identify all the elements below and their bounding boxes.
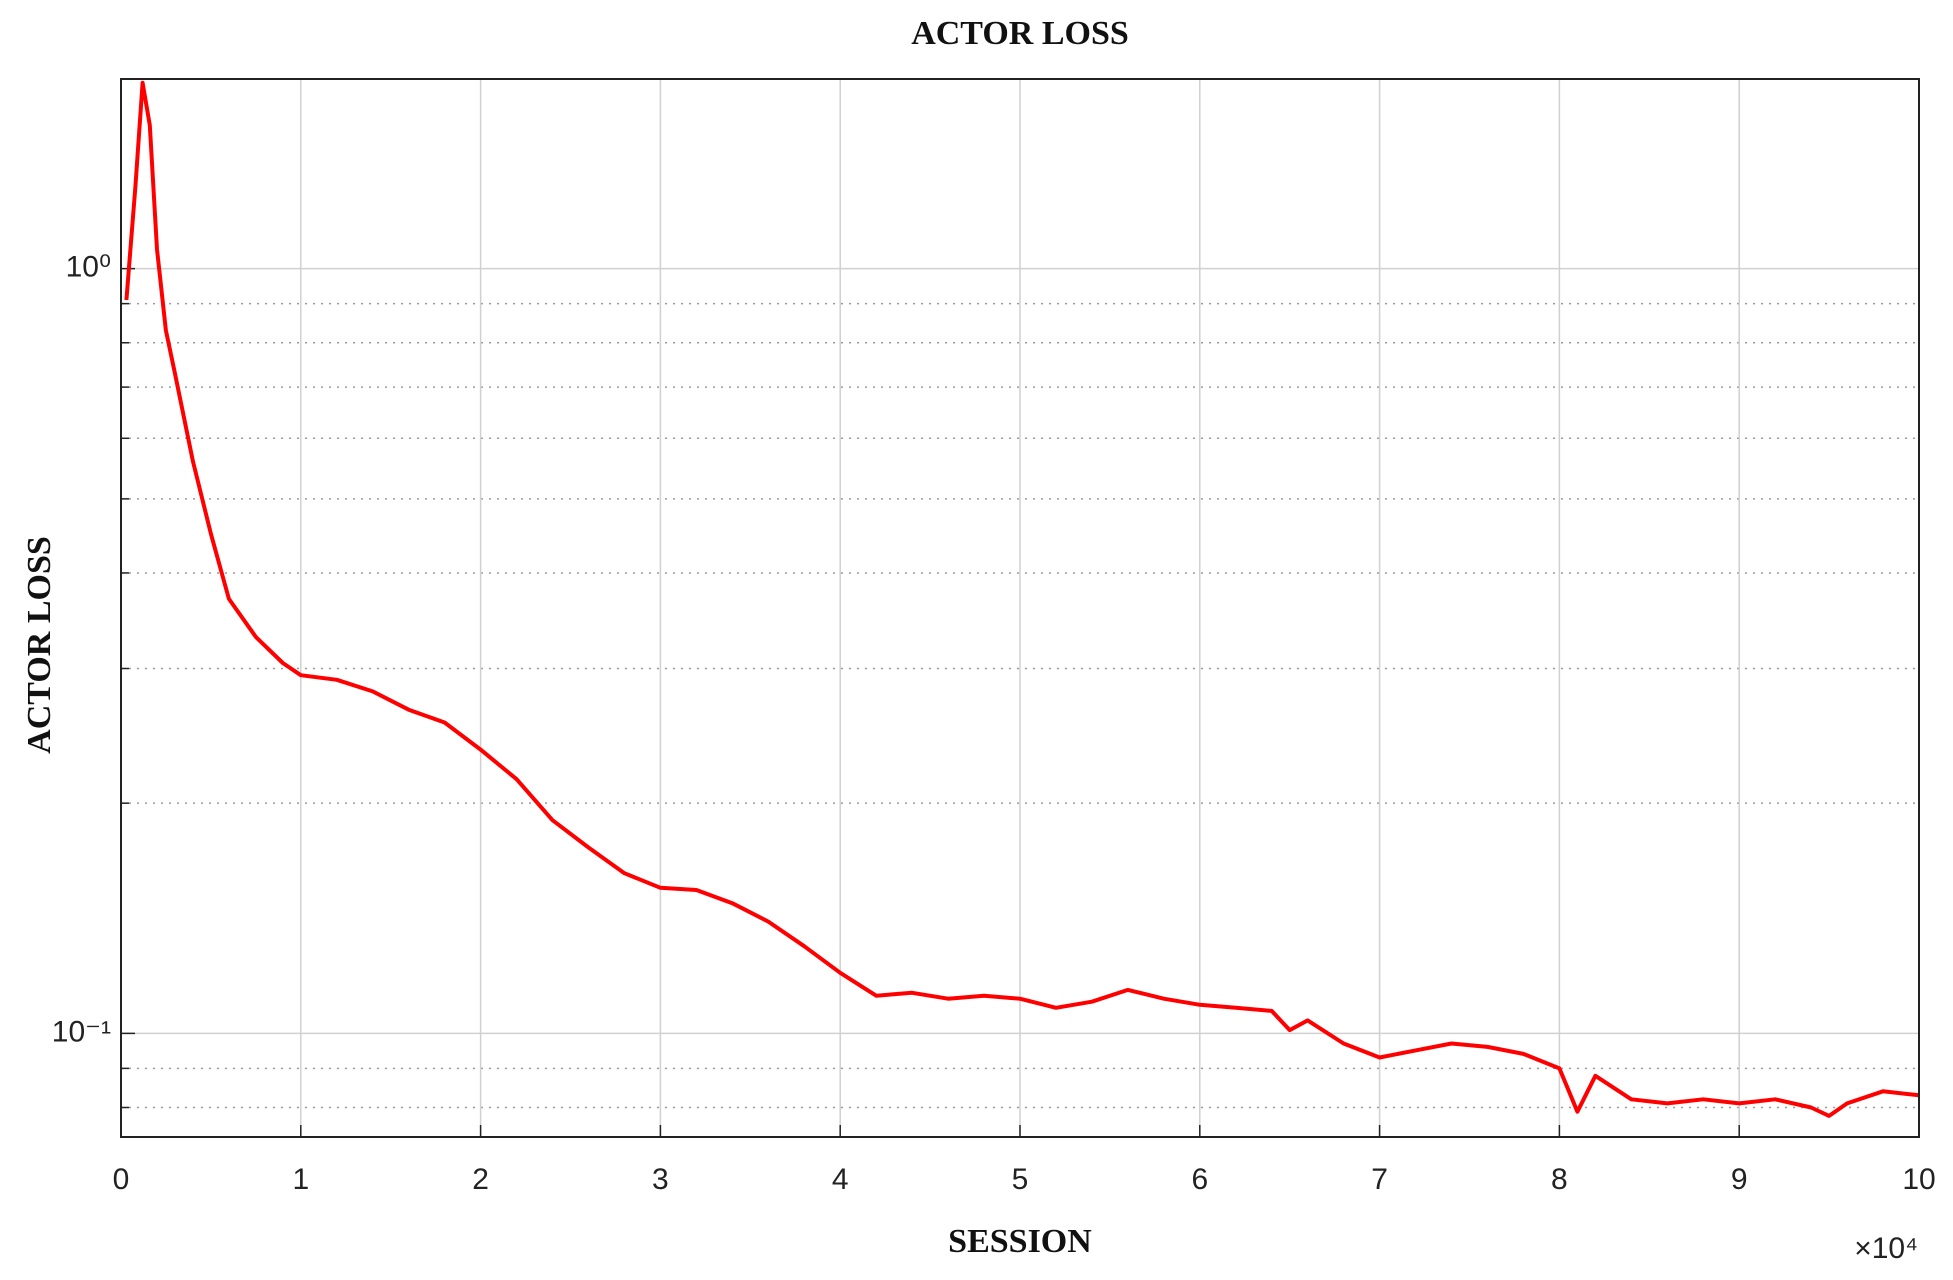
line-series xyxy=(124,80,1920,1118)
x-tick-label: 0 xyxy=(113,1163,130,1196)
x-tick-label: 4 xyxy=(832,1163,849,1196)
x-tick-label: 2 xyxy=(472,1163,489,1196)
x-tick-label: 1 xyxy=(292,1163,309,1196)
x-multiplier: ×10⁴ xyxy=(1854,1232,1918,1265)
plot-frame xyxy=(120,78,1920,1138)
y-tick-label: 10⁻¹ xyxy=(52,1015,111,1048)
x-tick-label: 8 xyxy=(1551,1163,1568,1196)
x-tick-label: 6 xyxy=(1191,1163,1208,1196)
x-tick-label: 3 xyxy=(652,1163,669,1196)
x-tick-label: 7 xyxy=(1371,1163,1388,1196)
x-tick-label: 9 xyxy=(1731,1163,1748,1196)
y-axis-label: ACTOR LOSS xyxy=(21,536,58,754)
y-tick-label: 10⁰ xyxy=(66,251,111,284)
chart-title: ACTOR LOSS xyxy=(911,15,1129,52)
x-axis-label: SESSION xyxy=(948,1223,1092,1260)
x-tick-label: 10 xyxy=(1902,1163,1935,1196)
x-tick-label: 5 xyxy=(1012,1163,1029,1196)
